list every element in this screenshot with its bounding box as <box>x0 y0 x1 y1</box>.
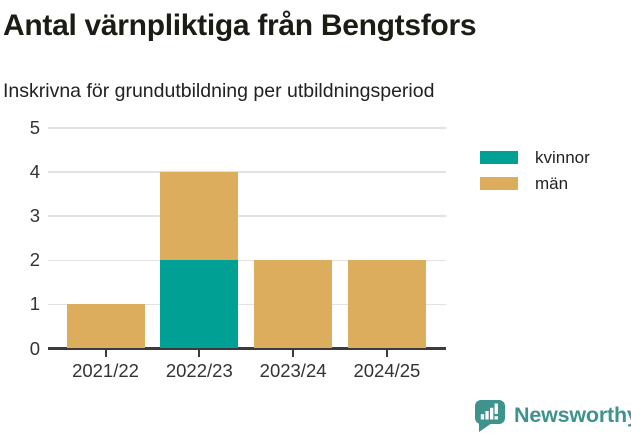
x-axis-label-2021/22: 2021/22 <box>72 359 139 381</box>
gridline-y2 <box>48 259 446 262</box>
y-axis-label-2: 2 <box>29 249 40 271</box>
gridline-y5 <box>48 127 446 129</box>
x-axis-tick-2022/23 <box>198 350 201 357</box>
y-axis-label-5: 5 <box>29 117 40 138</box>
chart-title: Antal värnpliktiga från Bengtsfors <box>3 9 477 42</box>
x-axis-label-2022/23: 2022/23 <box>165 359 233 381</box>
newsworthy-logo-icon <box>475 400 505 432</box>
x-axis-line <box>48 347 446 350</box>
gridline-y3 <box>48 215 446 217</box>
legend-swatch-kvinnor <box>480 151 518 164</box>
bar-2022/23-män <box>160 172 239 261</box>
y-axis-label-0: 0 <box>29 337 40 359</box>
plot-area: 0 1 2 3 4 5 2021/22 2022/23 2023/24 2024/25 <box>0 117 470 398</box>
bar-2022/23-kvinnor <box>160 260 239 349</box>
gridline-y1 <box>48 303 446 306</box>
bar-2021/22-män <box>66 304 145 349</box>
brand-footer: Newsworthy <box>474 399 631 433</box>
legend-label-män: män <box>535 174 569 193</box>
legend-swatch-män <box>480 177 518 190</box>
bar-2023/24-män <box>254 260 333 349</box>
y-axis-label-1: 1 <box>29 293 40 315</box>
brand-name: Newsworthy <box>514 403 631 427</box>
x-axis-label-2023/24: 2023/24 <box>259 359 327 381</box>
legend-item-kvinnor: kvinnor <box>480 149 590 166</box>
chart-subtitle: Inskrivna för grundutbildning per utbild… <box>3 80 435 102</box>
x-axis-label-2024/25: 2024/25 <box>353 359 421 381</box>
y-axis-label-4: 4 <box>29 161 40 183</box>
legend-item-män: män <box>480 175 590 192</box>
x-axis-tick-2021/22 <box>104 350 107 357</box>
bar-2024/25-män <box>347 260 426 349</box>
x-axis-tick-2024/25 <box>385 350 388 357</box>
gridline-y4 <box>48 171 446 173</box>
x-axis-tick-2023/24 <box>292 350 295 357</box>
y-axis-label-3: 3 <box>29 205 40 227</box>
legend-label-kvinnor: kvinnor <box>535 148 590 167</box>
legend: kvinnor män <box>480 149 590 201</box>
